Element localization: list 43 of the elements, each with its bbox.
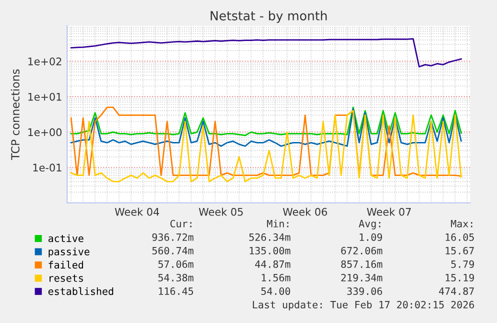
legend-label: failed: [48, 260, 84, 269]
chart-title: Netstat - by month: [210, 10, 327, 23]
y-tick-label: 1e+01: [28, 92, 62, 101]
text: Max:: [450, 220, 472, 228]
text: Last update: Tue Feb 17 20:02:15 2026: [252, 300, 474, 310]
text: 16.05: [446, 233, 474, 241]
x-tick-label: Week 04: [114, 208, 160, 216]
line-series: [70, 108, 462, 147]
y-tick-label: 1e-01: [33, 164, 62, 172]
x-tick-label: Week 06: [282, 208, 328, 216]
text: 219.34m: [341, 274, 382, 282]
text: 15.19: [446, 274, 474, 282]
line-series: [70, 38, 462, 68]
legend-label: active: [48, 234, 84, 242]
text: 5.79: [451, 260, 474, 268]
y-axis-title: TCP connections: [10, 69, 20, 160]
text: 44.87m: [255, 260, 290, 268]
legend-label: resets: [50, 274, 83, 282]
text: 339.06: [347, 287, 382, 295]
text: 54.38m: [158, 274, 194, 282]
text: 135.00m: [250, 246, 290, 254]
x-tick-label: Week 07: [366, 208, 411, 216]
text: 672.06m: [341, 246, 382, 254]
text: 15.67: [446, 246, 474, 254]
y-tick-label: 1e+02: [28, 57, 62, 66]
text: Cur:: [170, 220, 192, 228]
y-tick-label: 1e+00: [28, 128, 62, 136]
text: 54.00: [261, 287, 290, 295]
text: 560.74m: [152, 246, 194, 254]
text: 526.34m: [249, 233, 290, 241]
line-series: [70, 106, 462, 136]
text: 57.06m: [158, 260, 194, 268]
text: 1.56m: [262, 274, 290, 282]
legend-label: passive: [48, 248, 90, 258]
text: 1.09: [360, 233, 382, 241]
text: 857.16m: [341, 260, 382, 268]
text: 936.72m: [152, 233, 194, 241]
text: 116.45: [158, 287, 194, 295]
x-tick-label: Week 05: [198, 208, 243, 216]
text: 474.87: [439, 287, 474, 295]
legend-label: established: [48, 287, 114, 296]
text: Min:: [267, 220, 288, 228]
text: Avg:: [358, 220, 380, 230]
